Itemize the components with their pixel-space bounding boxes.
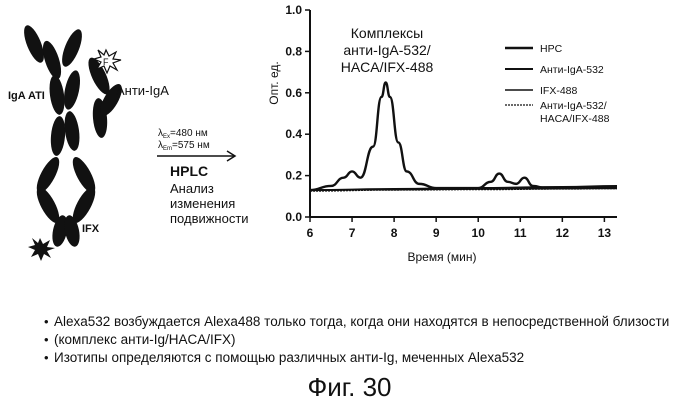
note-item: • (комплекс анти-Ig/HACA/IFX) [44,331,694,349]
hplc-label: HPLC [170,163,208,179]
excitation-label: λEx=480 нм [158,128,208,140]
analysis-line-2: изменения [170,196,235,211]
legend-label: HPC [540,43,563,55]
fluorophore-label: F [103,57,109,67]
annotation-line-2: анти-IgA-532/ [343,42,430,58]
x-tick-label: 10 [472,226,486,240]
note-text: Изотипы определяются с помощью различных… [54,349,524,367]
emission-label: λEm=575 нм [158,140,210,152]
y-tick-label: 0.8 [285,44,302,58]
bullet-icon: • [44,349,54,367]
y-tick-label: 0.4 [285,127,302,141]
y-tick-label: 1.0 [285,3,302,17]
note-item: • Alexa532 возбуждается Alexa488 только … [44,313,694,331]
y-tick-label: 0.0 [285,210,302,224]
x-tick-label: 13 [598,226,612,240]
y-axis-label: Опт. ед. [267,61,281,104]
analysis-line-3: подвижности [170,211,249,226]
note-item: • Изотипы определяются с помощью различн… [44,349,694,367]
bullet-icon: • [44,331,54,349]
process-arrow-icon [157,151,235,161]
annotation-line-3: HACA/IFX-488 [341,59,434,75]
legend-label: IFX-488 [540,85,578,97]
legend: HPC Анти-IgA-532 IFX-488 Анти-IgA-532/HACA/… [505,43,610,125]
x-tick-label: 8 [391,226,398,240]
y-tick-label: 0.2 [285,169,302,183]
bullet-icon: • [44,313,54,331]
y-tick-label: 0.6 [285,86,302,100]
x-axis-label: Время (мин) [407,250,476,264]
series-line [310,82,617,190]
legend-label: Анти-IgA-532 [540,64,604,76]
legend-label: HACA/IFX-488 [540,113,610,125]
ifx-fluorophore-starburst-icon [28,238,55,261]
series-lines [310,82,617,191]
x-tick-label: 12 [556,226,570,240]
iga-ati-label: IgA ATI [8,90,45,102]
iga-ati-antibody [20,23,100,248]
x-tick-label: 11 [514,226,527,240]
x-tick-label: 7 [349,226,356,240]
note-text: Alexa532 возбуждается Alexa488 только то… [54,313,669,331]
hplc-chromatogram: 0.00.20.40.60.81.0678910111213 Опт. ед. … [260,0,699,270]
anti-iga-label: Анти-IgA [116,83,169,98]
x-tick-label: 6 [307,226,314,240]
notes-list: • Alexa532 возбуждается Alexa488 только … [44,313,694,367]
note-text: (комплекс анти-Ig/HACA/IFX) [54,331,236,349]
analysis-line-1: Анализ [170,181,214,196]
legend-label: Анти-IgA-532/ [540,100,607,112]
annotation-line-1: Комплексы [351,25,423,41]
figure-caption: Фиг. 30 [0,372,699,402]
x-tick-label: 9 [433,226,440,240]
ifx-label: IFX [82,223,100,235]
